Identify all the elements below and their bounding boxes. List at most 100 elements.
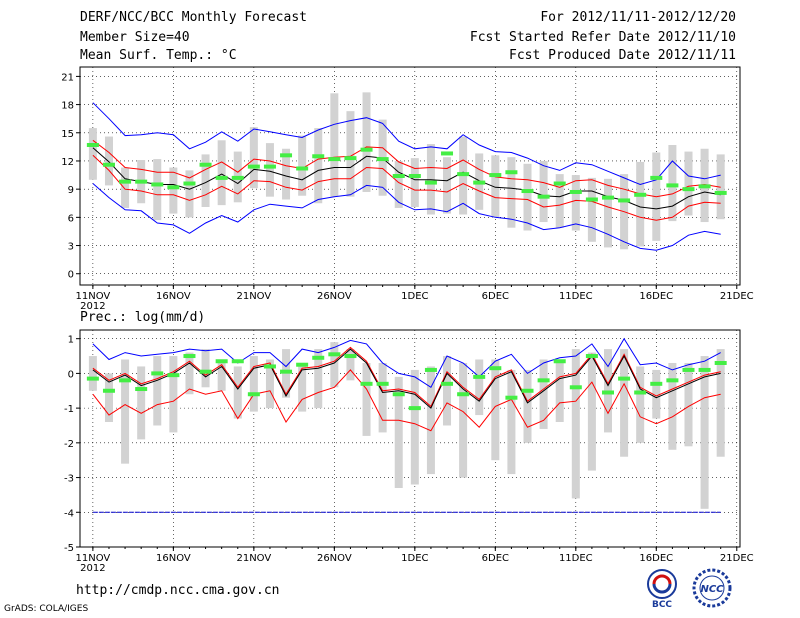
panel-1-spread-bar bbox=[298, 366, 307, 412]
panel-0-ytick-label: 18 bbox=[61, 101, 74, 112]
panel-1-obs-mark bbox=[263, 364, 276, 369]
panel-1-spread-bar bbox=[571, 349, 580, 499]
panel-0-obs-mark bbox=[247, 164, 260, 169]
panel-1-xtick-label: 16DEC bbox=[639, 553, 673, 564]
panel-1-spread-bar bbox=[330, 342, 339, 388]
chart-title: DERF/NCC/BCC Monthly Forecast bbox=[80, 10, 307, 25]
panel-1-spread-bar bbox=[716, 349, 725, 457]
panel-0-obs-mark bbox=[457, 172, 470, 177]
panel-0-spread-bar bbox=[314, 128, 323, 204]
panel-0-spread-bar bbox=[604, 178, 612, 248]
panel-0-obs-mark bbox=[634, 192, 647, 197]
panel-0-ytick-label: 12 bbox=[61, 157, 74, 168]
panel-1-ytick-label: 0 bbox=[68, 369, 74, 380]
panel-1-obs-mark bbox=[376, 381, 389, 386]
panel-0-obs-mark bbox=[424, 180, 437, 185]
panel-0-spread-bar bbox=[507, 157, 516, 228]
panel-0-spread-bar bbox=[330, 93, 339, 197]
panel-0-spread-bar bbox=[282, 148, 291, 200]
panel-1-spread-bar bbox=[443, 356, 452, 426]
panel-1-obs-mark bbox=[231, 359, 244, 364]
panel-1-series-mean bbox=[92, 348, 721, 409]
panel-1-spread-bar bbox=[362, 362, 371, 436]
panel-0-obs-mark bbox=[376, 157, 389, 162]
panel-1-ytick-label: -5 bbox=[64, 543, 74, 554]
source-url[interactable]: http://cmdp.ncc.cma.gov.cn bbox=[76, 583, 280, 598]
panel-1-spread-bar bbox=[539, 359, 548, 429]
panel-0-spread-bar bbox=[121, 167, 130, 208]
panel-0-spread-bar bbox=[636, 161, 645, 247]
panel-1-obs-mark bbox=[537, 378, 550, 383]
panel-0-spread-bar bbox=[523, 163, 532, 231]
panel-0-ytick-label: 3 bbox=[68, 242, 74, 253]
panel-1-spread-bar bbox=[104, 373, 113, 423]
panel-0-obs-mark bbox=[666, 183, 679, 188]
panel-0-xtick-label: 16NOV bbox=[156, 291, 191, 302]
panel-1-spread-bar bbox=[88, 356, 97, 391]
panel-1-spread-bar bbox=[153, 356, 162, 426]
bcc-logo: BCC bbox=[640, 567, 684, 610]
panel-0-obs-mark bbox=[151, 182, 164, 187]
panel-1-obs-mark bbox=[489, 366, 502, 371]
panel-1-spread-bar bbox=[378, 362, 387, 433]
panel-1-spread-bar bbox=[394, 376, 403, 488]
panel-1-spread-bar bbox=[217, 359, 226, 391]
panel-1-obs-mark bbox=[102, 388, 115, 393]
panel-1-obs-mark bbox=[167, 373, 180, 378]
panel-1-obs-mark bbox=[215, 359, 228, 364]
panel-0-xtick-label: 1DEC bbox=[401, 291, 428, 302]
panel-0-spread-bar bbox=[491, 155, 500, 218]
panel-1-obs-mark bbox=[714, 360, 727, 365]
panel-1-obs-mark bbox=[408, 406, 421, 411]
panel-1-xtick-label: 6DEC bbox=[482, 553, 509, 564]
panel-1-obs-mark bbox=[392, 392, 405, 397]
panel-1-series-upper bbox=[92, 346, 721, 408]
panel-1-xtick-label: 11DEC bbox=[559, 553, 593, 564]
panel-0-obs-mark bbox=[280, 153, 293, 158]
panel-0-obs-mark bbox=[360, 147, 373, 152]
panel-0-ytick-label: 6 bbox=[68, 213, 74, 224]
panel-0-spread-bar bbox=[88, 128, 97, 180]
panel-1-series-lower bbox=[92, 369, 721, 432]
panel-1-spread-bar bbox=[555, 362, 564, 423]
panel-0-spread-bar bbox=[426, 144, 435, 215]
panel-0-obs-mark bbox=[521, 189, 534, 194]
panel-0-obs-mark bbox=[537, 194, 550, 199]
panel-0-spread-bar bbox=[362, 92, 371, 192]
panel-1-obs-mark bbox=[634, 390, 647, 395]
panel-0-obs-mark bbox=[231, 175, 244, 180]
panel-0-obs-mark bbox=[569, 189, 582, 194]
panel-1-obs-mark bbox=[441, 381, 454, 386]
panel-1-obs-mark bbox=[618, 376, 631, 381]
panel-1-spread-bar bbox=[668, 362, 677, 450]
panel-1-obs-mark bbox=[360, 381, 373, 386]
panel-1-spread-bar bbox=[185, 352, 194, 395]
panel-0-obs-mark bbox=[215, 175, 228, 180]
panel-1-spread-bar bbox=[587, 352, 596, 471]
panel-0-series-max bbox=[92, 102, 721, 186]
panel-1-spread-bar bbox=[523, 369, 532, 443]
panel-1-obs-mark bbox=[296, 362, 309, 367]
panel-0-spread-bar bbox=[346, 111, 355, 197]
panel-1-obs-mark bbox=[521, 388, 534, 393]
panel-1-obs-mark bbox=[424, 367, 437, 372]
panel-0-xtick-label: 21NOV bbox=[236, 291, 271, 302]
panel-1-obs-mark bbox=[280, 369, 293, 374]
forecast-period: For 2012/11/11-2012/12/20 bbox=[540, 10, 736, 25]
panel-0-xtick-label: 16DEC bbox=[639, 291, 673, 302]
panel-1-spread-bar bbox=[684, 362, 693, 447]
panel-0-obs-mark bbox=[682, 187, 695, 192]
panel-0-xtick-label: 11NOV bbox=[76, 291, 111, 302]
panel-0-obs-mark bbox=[489, 173, 502, 178]
member-size: Member Size=40 bbox=[80, 30, 190, 45]
panel-0-ytick-label: 9 bbox=[68, 185, 74, 196]
panel-0-spread-bar bbox=[153, 159, 162, 221]
panel-0-obs-mark bbox=[650, 175, 663, 180]
panel-1-spread-bar bbox=[507, 369, 516, 475]
panel-1-spread-bar bbox=[249, 356, 258, 412]
panel-0-obs-mark bbox=[441, 151, 454, 156]
panel-0-ytick-label: 0 bbox=[68, 270, 74, 281]
panel-1-ytick-label: -3 bbox=[64, 474, 74, 485]
panel-1-spread-bar bbox=[201, 349, 210, 388]
